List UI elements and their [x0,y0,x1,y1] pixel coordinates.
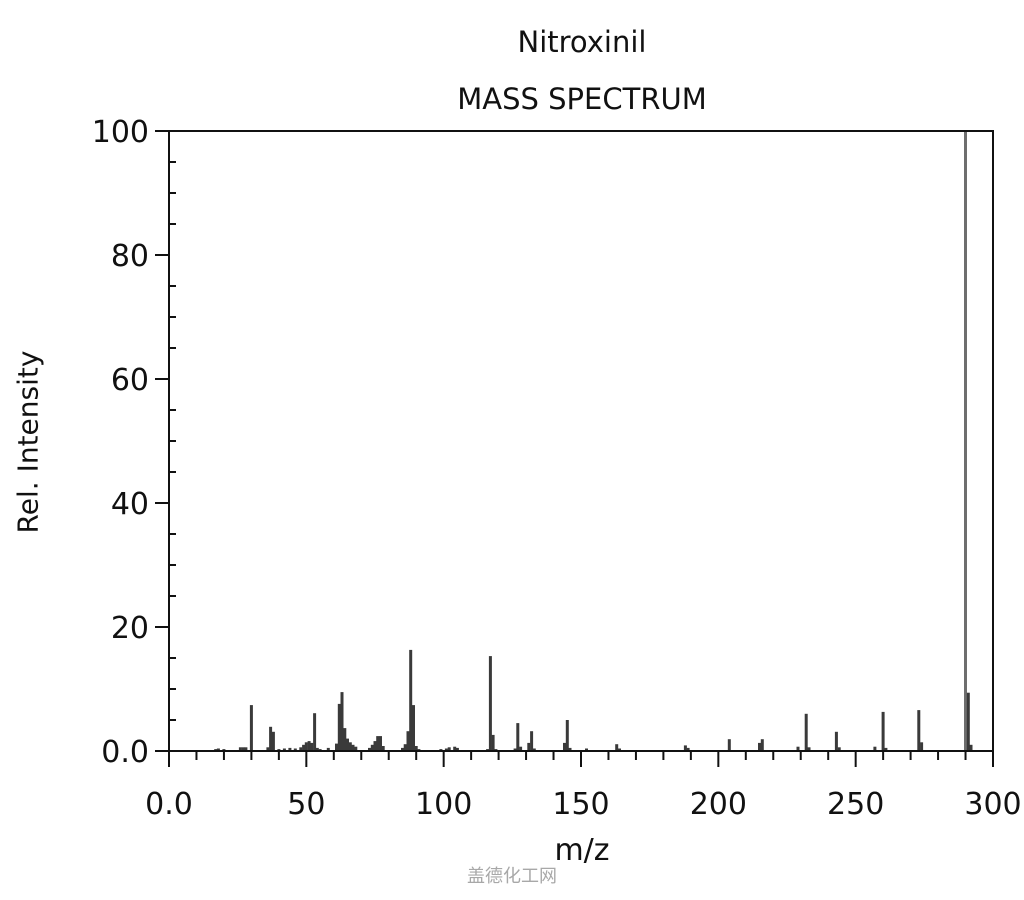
peak-bar [315,747,319,751]
peak-bar [376,736,380,751]
peak-bar [354,746,358,751]
peak-bar [527,742,531,751]
peak-bar [304,742,308,751]
peak-bar [491,734,495,751]
peak-bar [834,731,838,751]
peak-bar [348,742,352,751]
peak-bar [455,747,459,751]
peak-bar [307,741,311,751]
peak-bar [401,747,404,751]
x-tick-label: 300 [964,787,1021,822]
peak-bar [453,746,457,751]
peak-bar [346,738,349,751]
peak-bar [873,746,877,751]
peak-bar [373,741,377,751]
peak-bar [444,748,448,751]
chart-subtitle: MASS SPECTRUM [457,82,707,116]
y-tick-label: 20 [111,611,149,646]
peak-bar [282,748,286,751]
peak-bar [249,705,253,751]
peak-bar [519,746,523,751]
peak-bar [216,748,220,751]
peak-bar [340,692,344,751]
y-axis-label: Rel. Intensity [11,350,45,534]
peak-bar [686,747,690,751]
peak-bar [758,742,761,751]
peak-bar [563,742,566,751]
plot-border [168,130,994,752]
y-tick-label: 0.0 [101,735,149,770]
peak-bar [379,736,382,751]
peaks [214,131,973,751]
peak-bar [406,731,410,751]
peak-bar [368,747,371,751]
peak-bar [409,649,413,751]
x-tick-label: 0.0 [145,787,193,822]
peak-bar [266,747,270,751]
peak-bar [585,748,588,751]
x-tick-label: 250 [827,787,884,822]
peak-bar [884,747,888,751]
peak-bar [412,705,415,751]
peak-bar [488,656,492,751]
peak-bar [615,744,619,751]
peak-bar [920,742,924,751]
peak-bar [351,744,355,751]
peak-bar [727,739,731,751]
x-axis-ticks: 0.0 50 100 150 200 250 300 [145,751,1022,822]
x-tick-label: 100 [415,787,472,822]
peak-bar [288,747,292,751]
peak-bar [837,747,841,751]
peak-bar [447,747,451,751]
chart-title: Nitroxinil [517,25,647,59]
y-tick-label: 60 [111,363,149,398]
peak-bar [271,731,275,751]
peak-bar [302,744,306,751]
peak-bar [917,710,921,751]
peak-bar [370,744,374,751]
peak-bar [313,713,317,751]
peak-bar [516,723,520,751]
base-peak-bar [964,131,967,751]
peak-bar [760,739,764,751]
x-axis-label: m/z [554,833,610,868]
peak-bar [966,692,970,751]
peak-bar [618,748,621,751]
peak-bar [381,746,385,751]
peak-bar [335,743,338,751]
peak-bar [804,713,808,751]
peak-bar [683,745,687,751]
y-axis-ticks: 0.0 20 40 60 80 100 [92,115,176,770]
peak-bar [807,747,811,751]
peak-bar [532,748,536,751]
peak-bar [513,748,517,751]
y-tick-label: 80 [111,239,149,274]
peak-bar [969,744,973,751]
peak-bar [269,726,273,751]
peak-bar [293,748,297,751]
x-tick-label: 150 [552,787,609,822]
peak-bar [238,747,242,751]
peak-bar [326,747,330,751]
peak-bar [414,746,418,751]
peak-bar [881,711,885,751]
peak-bar [299,747,303,751]
x-tick-label: 200 [690,787,747,822]
peak-bar [244,747,248,751]
peak-bar [310,742,314,751]
peak-bar [343,728,347,751]
watermark: 盖德化工网 [467,866,557,887]
y-tick-label: 100 [92,115,149,150]
peak-bar [568,747,572,751]
y-tick-label: 40 [111,487,149,522]
peak-bar [241,747,245,751]
peak-bar [337,703,341,751]
peak-bar [530,731,534,751]
plot-frame [168,130,994,752]
peak-bar [565,720,569,751]
peak-bar [403,744,407,751]
x-tick-label: 50 [287,787,325,822]
peak-bar [796,746,800,751]
